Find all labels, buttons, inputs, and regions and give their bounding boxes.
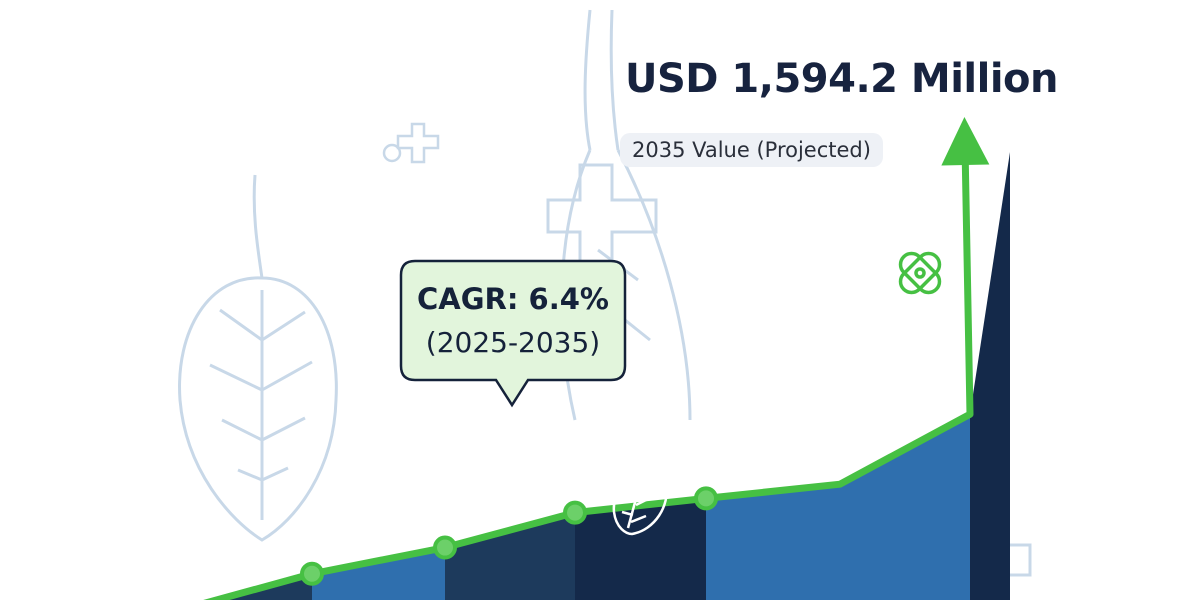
bar: [445, 512, 575, 600]
cagr-value: CAGR: 6.4%: [417, 282, 609, 316]
trend-line: [203, 161, 974, 600]
bar: [312, 547, 445, 600]
bar: [180, 573, 312, 600]
leaf-lung-icon: [612, 444, 668, 536]
trend-marker: [563, 500, 587, 525]
small-cross-icon: [382, 122, 440, 164]
bandage-icon: [898, 251, 942, 295]
trend-marker: [433, 535, 457, 560]
cagr-period: (2025-2035): [425, 326, 601, 359]
bar-series: [180, 152, 1010, 600]
trend-arrow-head: [941, 117, 990, 166]
bar: [970, 152, 1010, 600]
trend-marker: [300, 561, 324, 586]
projected-value-headline: USD 1,594.2 Million: [625, 56, 1059, 102]
trend-markers: [300, 486, 718, 586]
bar: [840, 414, 970, 600]
projected-value-label: 2035 Value (Projected): [620, 133, 883, 167]
cagr-callout-bubble: [399, 259, 627, 408]
trend-marker: [694, 486, 718, 511]
bar: [575, 498, 706, 600]
lung-outline-icon: [178, 174, 338, 542]
bar: [706, 484, 840, 600]
